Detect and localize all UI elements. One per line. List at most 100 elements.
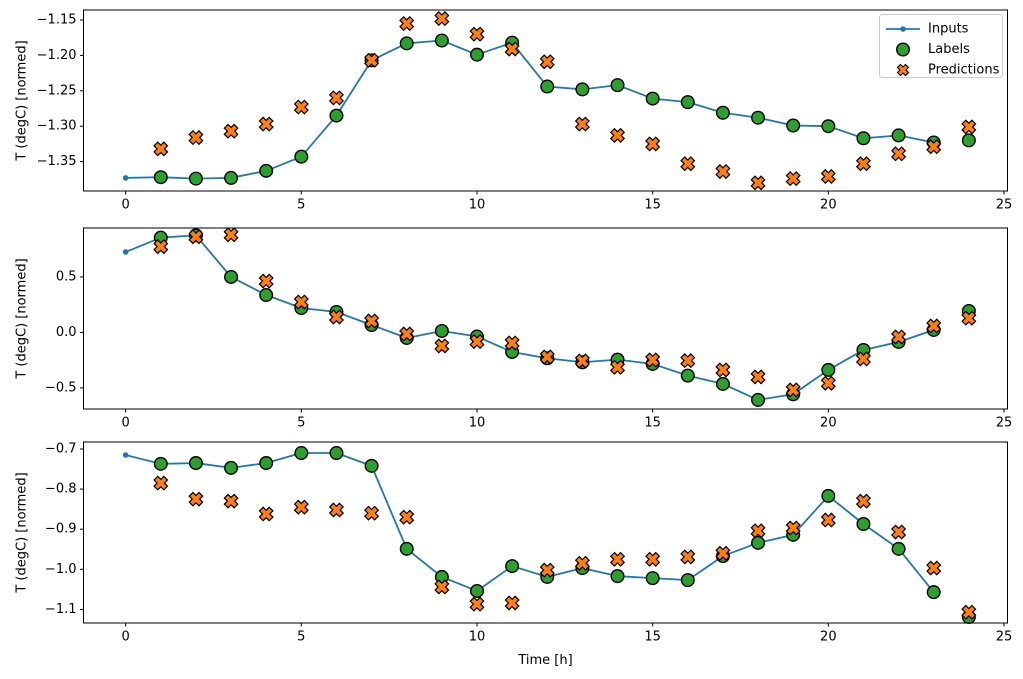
x-tick-label: 25 xyxy=(996,415,1013,430)
predictions-marker xyxy=(574,353,590,369)
labels-marker xyxy=(715,105,730,120)
labels-marker xyxy=(294,446,309,461)
x-tick-label: 0 xyxy=(122,629,130,644)
x-tick-label: 10 xyxy=(469,197,486,212)
predictions-marker xyxy=(926,560,942,576)
predictions-marker xyxy=(715,362,731,378)
subplot-top: 0 5 10 15 20 25 −1.15 −1.20 −1.25 −1.30 −1.35 T (de… xyxy=(15,9,1013,212)
predictions-marker xyxy=(153,141,169,157)
y-tick-label: −0.9 xyxy=(45,522,77,537)
predictions-marker xyxy=(891,329,907,345)
predictions-marker xyxy=(750,175,766,191)
legend-label-labels: Labels xyxy=(928,42,970,57)
labels-marker xyxy=(434,33,449,48)
predictions-marker xyxy=(434,11,450,27)
predictions-marker xyxy=(645,551,661,567)
labels-marker xyxy=(751,535,766,550)
predictions-marker xyxy=(328,502,345,518)
labels-marker xyxy=(891,128,906,143)
predictions-marker xyxy=(188,491,204,507)
predictions-marker xyxy=(820,168,836,185)
predictions-marker xyxy=(855,493,872,509)
predictions-marker xyxy=(785,171,801,187)
y-tick-label: −1.30 xyxy=(37,119,77,134)
labels-marker xyxy=(259,288,274,303)
predictions-marker xyxy=(539,54,555,70)
x-tick-label: 25 xyxy=(996,197,1013,212)
labels-marker xyxy=(469,583,484,598)
inputs-dot xyxy=(122,452,129,458)
labels-marker xyxy=(224,460,239,475)
predictions-marker xyxy=(504,335,520,351)
x-axis-label: Time [h] xyxy=(517,653,572,668)
x-tick-label: 20 xyxy=(820,197,837,212)
predictions-marker xyxy=(680,549,696,565)
x-tick-label: 25 xyxy=(996,629,1013,644)
legend-predictions-x-icon xyxy=(896,63,910,77)
inputs-dot xyxy=(122,249,129,255)
predictions-marker xyxy=(328,90,345,106)
y-tick-label: −1.15 xyxy=(37,12,77,27)
predictions-marker xyxy=(539,562,555,578)
predictions-marker xyxy=(399,326,415,342)
subplot-bottom: 0 5 10 15 20 25 −0.7 −0.8 −0.9 −1.0 −1.1 T (degC) [… xyxy=(15,441,1013,668)
y-tick-label: −0.5 xyxy=(45,380,77,395)
inputs-dot xyxy=(122,175,129,181)
labels-marker xyxy=(329,446,344,461)
labels-marker xyxy=(891,541,906,556)
series-predictions xyxy=(153,227,977,398)
predictions-marker xyxy=(434,579,450,595)
predictions-marker xyxy=(609,551,626,567)
x-tick-label: 20 xyxy=(820,415,837,430)
predictions-marker xyxy=(961,119,977,135)
labels-marker xyxy=(610,569,625,584)
x-tick-label: 5 xyxy=(297,629,305,644)
predictions-marker xyxy=(504,595,520,611)
labels-marker xyxy=(821,119,836,134)
predictions-marker xyxy=(504,41,520,57)
predictions-marker xyxy=(820,375,836,391)
predictions-marker xyxy=(258,273,274,289)
x-tick-label: 0 xyxy=(122,415,130,430)
predictions-marker xyxy=(399,509,415,525)
labels-marker xyxy=(680,368,695,383)
predictions-marker xyxy=(293,499,309,515)
labels-marker xyxy=(786,118,801,133)
labels-marker xyxy=(715,376,730,391)
x-tick-label: 20 xyxy=(820,629,837,644)
labels-marker xyxy=(926,585,941,600)
labels-marker xyxy=(751,392,766,407)
labels-marker xyxy=(821,362,836,377)
predictions-marker xyxy=(715,545,731,561)
labels-marker xyxy=(259,456,274,471)
labels-marker xyxy=(821,488,836,503)
labels-marker xyxy=(645,91,660,106)
legend-inputs-dot-icon xyxy=(900,26,906,32)
legend-box xyxy=(879,14,1003,78)
predictions-marker xyxy=(855,351,872,367)
y-tick-label: −0.7 xyxy=(45,442,77,457)
y-tick-label: 0.5 xyxy=(56,269,77,284)
labels-marker xyxy=(856,516,871,531)
predictions-marker xyxy=(469,26,485,42)
x-tick-label: 5 xyxy=(297,415,305,430)
labels-marker xyxy=(751,110,766,125)
x-tick-label: 10 xyxy=(469,415,486,430)
predictions-marker xyxy=(223,493,239,509)
y-axis-label: T (degC) [normed] xyxy=(15,472,30,593)
predictions-marker xyxy=(539,349,555,365)
legend: Inputs Labels Predictions xyxy=(879,14,1003,78)
labels-marker xyxy=(153,170,168,185)
labels-marker xyxy=(961,133,976,148)
predictions-marker xyxy=(680,156,696,172)
x-tick-label: 15 xyxy=(644,629,661,644)
labels-marker xyxy=(259,163,274,178)
predictions-marker xyxy=(645,352,661,368)
x-tick-label: 0 xyxy=(122,197,130,212)
predictions-marker xyxy=(715,163,731,180)
predictions-marker xyxy=(820,512,836,528)
predictions-marker xyxy=(469,596,485,612)
labels-marker xyxy=(294,149,309,164)
predictions-marker xyxy=(153,475,169,491)
